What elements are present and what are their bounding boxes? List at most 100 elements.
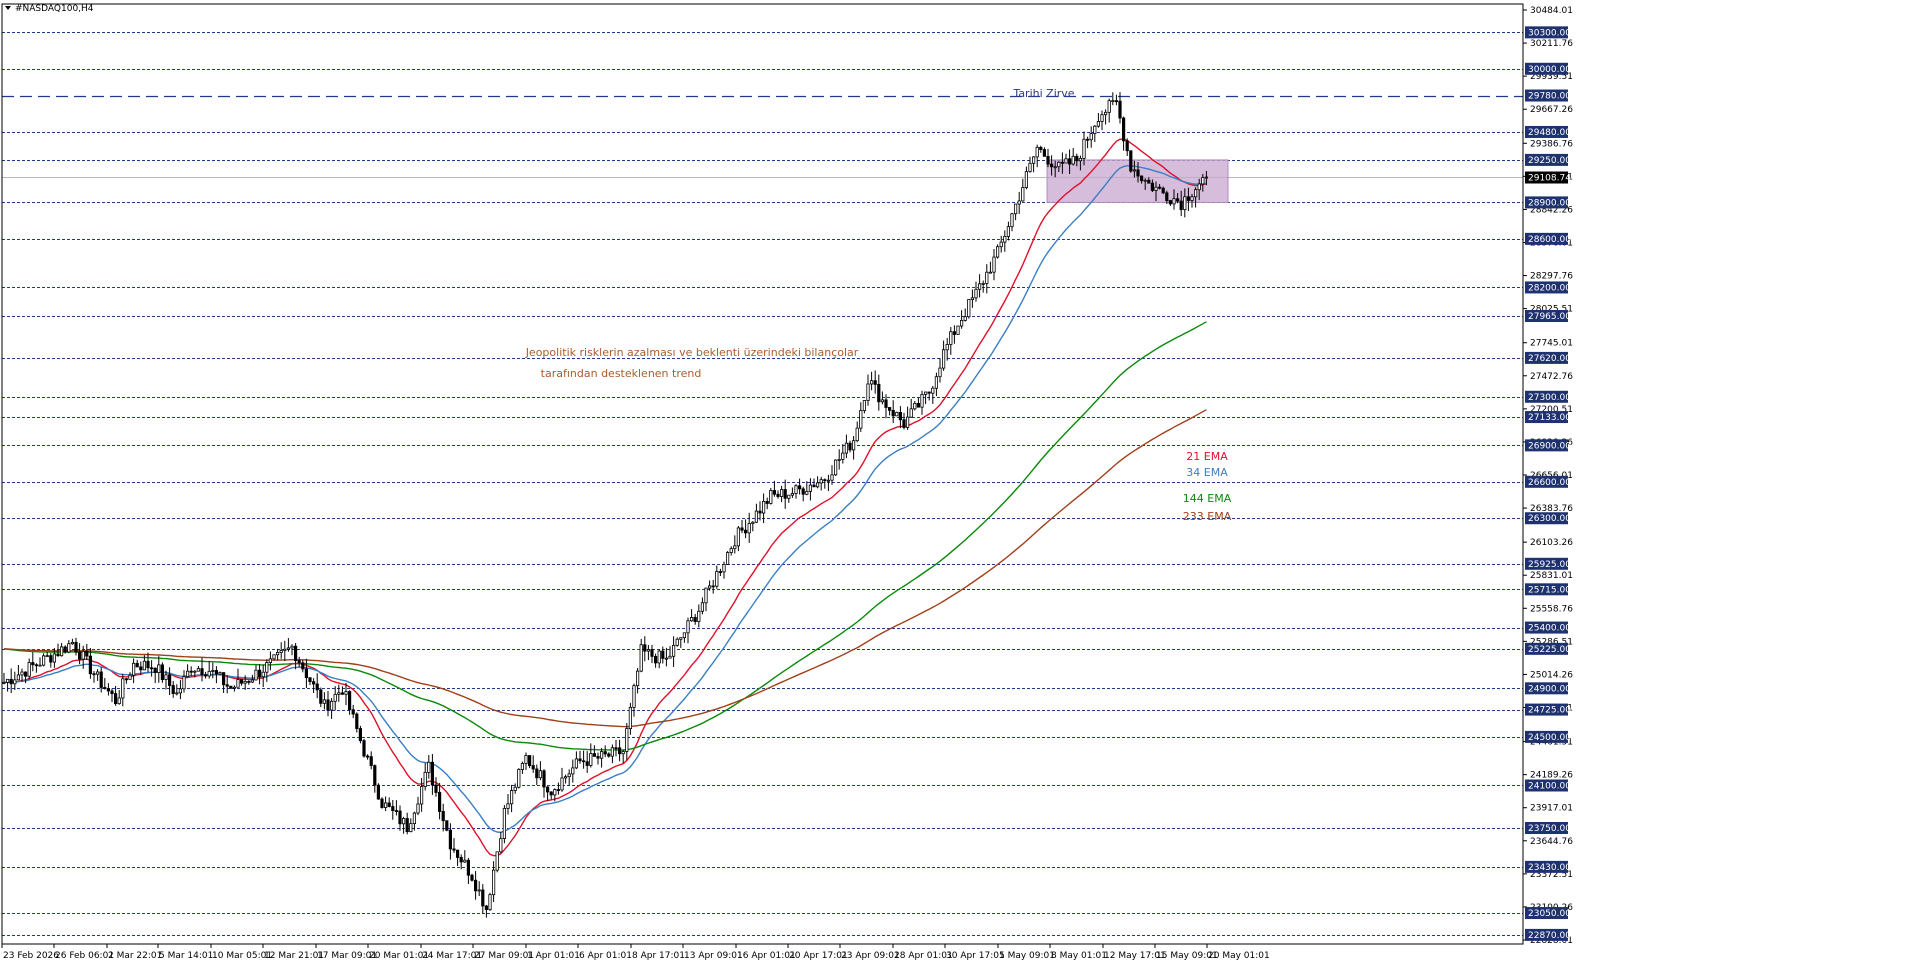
candle-body [1143, 179, 1147, 182]
candle-body [358, 728, 363, 742]
level-tag-label: 23750.00 [1528, 824, 1571, 834]
candle-body [333, 693, 337, 702]
candle-body [1132, 169, 1136, 172]
candle-body [304, 668, 309, 679]
candle-body [110, 690, 114, 694]
candle-body [931, 387, 935, 394]
y-tick-label: 27472.76 [1530, 372, 1573, 382]
candle-body [67, 643, 71, 653]
candle-body [600, 751, 604, 759]
level-tag [1525, 928, 1568, 941]
symbol-header[interactable]: #NASDAQ100,H4 [5, 4, 94, 14]
candle-body [981, 283, 985, 285]
candle-body [495, 851, 499, 871]
candle-body [106, 688, 110, 692]
candle-body [1060, 161, 1064, 164]
candle-body [13, 679, 17, 685]
candle-body [484, 905, 489, 910]
level-tag-label: 29480.00 [1528, 128, 1571, 138]
candle-body [239, 679, 244, 684]
x-tick-label: 15 May 09:01 [1156, 951, 1218, 961]
candle-body [455, 849, 460, 858]
level-tag-label: 24100.00 [1528, 781, 1571, 791]
level-tag-label: 27965.00 [1528, 312, 1571, 322]
candle-body [1147, 179, 1151, 184]
candle-body [877, 383, 881, 403]
candle-body [657, 650, 661, 664]
level-tag [1525, 512, 1568, 525]
candle-body [974, 288, 978, 299]
candle-body [736, 527, 741, 547]
candle-body [776, 493, 780, 497]
candle-body [906, 416, 910, 428]
candle-body [834, 459, 838, 476]
candle-body [1014, 203, 1018, 215]
candle-body [1093, 125, 1097, 135]
trend-note-line2: tarafından desteklenen trend [541, 367, 702, 380]
level-tag-label: 24500.00 [1528, 733, 1571, 743]
candle-body [434, 784, 438, 793]
candle-body [826, 479, 831, 482]
candle-body [1111, 100, 1115, 103]
candle-body [218, 672, 222, 675]
candle-body [1179, 200, 1183, 211]
candle-body [362, 740, 366, 757]
x-tick-label: 28 Apr 01:01 [894, 951, 953, 961]
candle-body [549, 791, 553, 796]
candle-body [344, 691, 348, 695]
y-tick-label: 29667.26 [1530, 105, 1573, 115]
candle-body [794, 485, 798, 494]
level-tag [1525, 196, 1568, 209]
candle-body [632, 685, 636, 708]
candle-body [916, 403, 921, 408]
candle-body [1104, 111, 1108, 116]
candle-body [1075, 155, 1079, 162]
candle-body [427, 761, 431, 773]
level-tag [1525, 642, 1568, 655]
candle-body [452, 848, 456, 851]
candle-body [265, 662, 269, 673]
candle-body [355, 713, 359, 729]
level-tag-label: 29250.00 [1528, 156, 1571, 166]
candle-body [592, 753, 597, 757]
candle-body [1082, 138, 1086, 159]
candle-body [257, 669, 262, 678]
candle-body [114, 693, 118, 705]
candle-body [790, 493, 795, 496]
candle-body [780, 489, 784, 497]
candle-body [185, 670, 190, 678]
candle-body [1046, 155, 1050, 165]
y-tick-label: 22828.01 [1530, 936, 1573, 946]
candle-body [1078, 158, 1082, 162]
candle-body [859, 410, 863, 429]
candle-body [686, 620, 690, 634]
candle-body [1140, 175, 1144, 182]
y-tick-label: 25558.76 [1530, 604, 1573, 614]
dropdown-triangle-icon[interactable] [5, 6, 11, 10]
candle-body [740, 527, 744, 531]
candle-body [546, 786, 550, 793]
candle-body [1150, 182, 1154, 191]
candle-body [942, 349, 946, 369]
candle-body [347, 691, 352, 711]
level-tag-label: 26900.00 [1528, 441, 1571, 451]
candle-body [513, 786, 517, 791]
candle-body [23, 671, 28, 677]
level-tag-label: 25925.00 [1528, 560, 1571, 570]
candle-body [326, 699, 330, 711]
candle-body [625, 728, 629, 752]
candle-body [952, 331, 957, 335]
candle-body [819, 479, 823, 484]
candle-body [938, 367, 942, 378]
candle-body [1114, 100, 1118, 103]
candle-body [214, 670, 218, 675]
candle-body [200, 668, 204, 676]
candle-body [898, 412, 903, 421]
candle-body [409, 823, 413, 833]
candle-body [311, 681, 316, 685]
candle-body [992, 256, 996, 273]
candle-body [1024, 171, 1028, 188]
y-tick-label: 25014.26 [1530, 670, 1573, 680]
